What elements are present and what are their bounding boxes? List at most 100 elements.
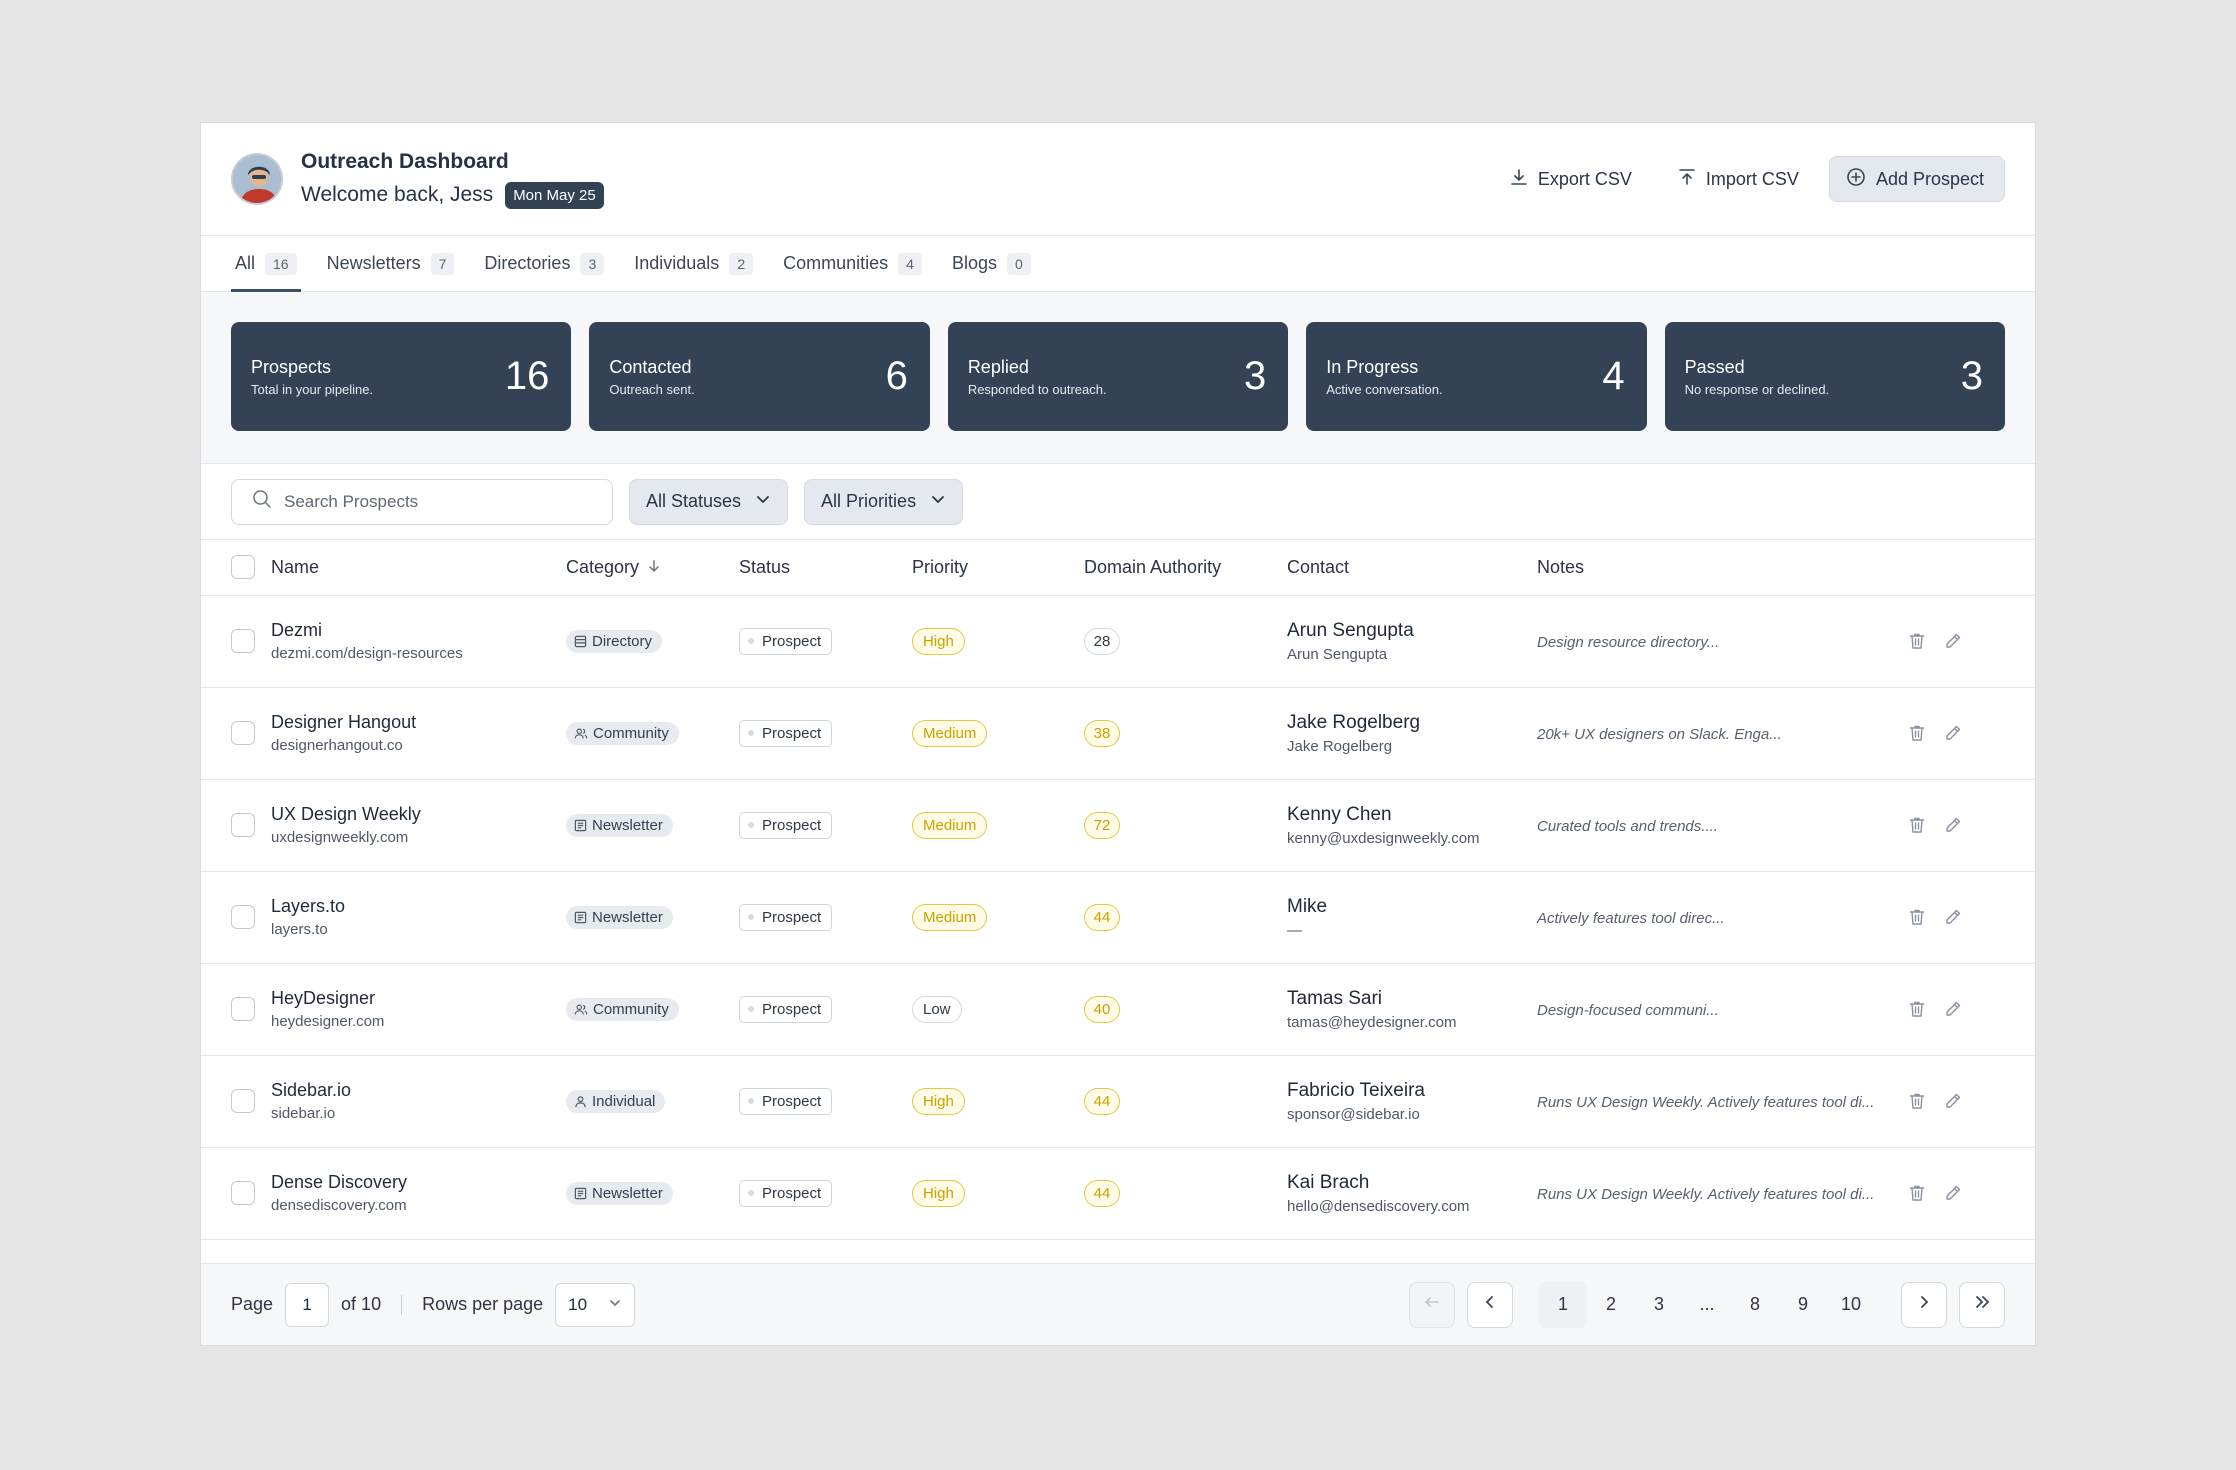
rows-per-page-select[interactable]: 10 xyxy=(555,1282,636,1327)
priority-badge[interactable]: High xyxy=(912,1179,965,1207)
status-badge[interactable]: Prospect xyxy=(739,995,833,1023)
tab-individuals[interactable]: Individuals 2 xyxy=(634,236,754,291)
page-number-button[interactable]: 1 xyxy=(1539,1281,1587,1328)
priority-badge[interactable]: Medium xyxy=(912,811,988,839)
row-checkbox[interactable] xyxy=(231,629,255,653)
trash-icon[interactable] xyxy=(1907,907,1927,927)
tab-blogs[interactable]: Blogs 0 xyxy=(952,236,1031,291)
contact-name: Jake Rogelberg xyxy=(1287,711,1421,733)
status-badge[interactable]: Prospect xyxy=(739,811,833,839)
table-row[interactable]: Dezmi dezmi.com/design-resources Directo… xyxy=(201,595,2035,688)
export-csv-button[interactable]: Export CSV xyxy=(1494,156,1648,202)
row-checkbox[interactable] xyxy=(231,997,255,1021)
first-page-button[interactable] xyxy=(1409,1281,1455,1328)
status-badge[interactable]: Prospect xyxy=(739,1087,833,1115)
table-row[interactable]: HeyDesigner heydesigner.com Community Pr… xyxy=(201,963,2035,1056)
row-checkbox[interactable] xyxy=(231,905,255,929)
edit-pencil-icon[interactable] xyxy=(1943,999,1963,1019)
priority-filter-label: All Priorities xyxy=(821,491,917,511)
prospect-name[interactable]: Designer Hangout xyxy=(271,712,417,732)
prospect-url: densediscovery.com xyxy=(271,1197,407,1214)
table-row[interactable]: Dense Discovery densediscovery.com Newsl… xyxy=(201,1147,2035,1240)
prospect-url: uxdesignweekly.com xyxy=(271,829,409,846)
table-row[interactable]: Sidebar.io sidebar.io Individual Prospec… xyxy=(201,1055,2035,1148)
edit-pencil-icon[interactable] xyxy=(1943,631,1963,651)
contact-name: Arun Sengupta xyxy=(1287,619,1414,641)
search-icon xyxy=(252,489,272,514)
status-dot-icon xyxy=(748,1006,754,1012)
table-row[interactable]: UX Design Weekly uxdesignweekly.com News… xyxy=(201,779,2035,872)
prospect-name[interactable]: HeyDesigner xyxy=(271,988,376,1008)
status-badge[interactable]: Prospect xyxy=(739,627,833,655)
page-number-button[interactable]: 2 xyxy=(1605,1294,1616,1314)
priority-badge[interactable]: Low xyxy=(912,995,962,1023)
row-checkbox[interactable] xyxy=(231,721,255,745)
row-checkbox[interactable] xyxy=(231,1089,255,1113)
column-header-domain-authority[interactable]: Domain Authority xyxy=(1084,540,1287,596)
page-number-input[interactable]: 1 xyxy=(285,1282,330,1327)
avatar[interactable] xyxy=(231,153,283,205)
welcome-text: Welcome back, Jess xyxy=(301,183,494,206)
priority-badge[interactable]: High xyxy=(912,627,965,655)
page-title: Outreach Dashboard xyxy=(301,149,509,173)
tab-newsletters[interactable]: Newsletters 7 xyxy=(327,236,455,291)
priority-badge[interactable]: Medium xyxy=(912,719,988,747)
page-number-button[interactable]: 9 xyxy=(1797,1294,1808,1314)
status-badge[interactable]: Prospect xyxy=(739,719,833,747)
prospect-name[interactable]: Dezmi xyxy=(271,620,323,640)
tab-directories[interactable]: Directories 3 xyxy=(484,236,605,291)
previous-page-button[interactable] xyxy=(1467,1281,1513,1328)
last-page-button[interactable] xyxy=(1959,1281,2005,1328)
prospect-name[interactable]: Sidebar.io xyxy=(271,1080,352,1100)
trash-icon[interactable] xyxy=(1907,723,1927,743)
table-row[interactable]: Layers.to layers.to Newsletter Prospect … xyxy=(201,871,2035,964)
prospect-name[interactable]: Dense Discovery xyxy=(271,1172,408,1192)
import-csv-button[interactable]: Import CSV xyxy=(1662,156,1815,202)
column-header-notes[interactable]: Notes xyxy=(1537,540,1907,596)
priority-badge[interactable]: High xyxy=(912,1087,965,1115)
column-header-priority[interactable]: Priority xyxy=(912,540,1084,596)
page-number-button[interactable]: 8 xyxy=(1749,1294,1760,1314)
contact-detail: Arun Sengupta xyxy=(1287,645,1388,663)
column-header-name[interactable]: Name xyxy=(271,540,566,596)
row-checkbox[interactable] xyxy=(231,1181,255,1205)
edit-pencil-icon[interactable] xyxy=(1943,1091,1963,1111)
edit-pencil-icon[interactable] xyxy=(1943,815,1963,835)
status-filter-select[interactable]: All Statuses xyxy=(629,478,789,525)
trash-icon[interactable] xyxy=(1907,1091,1927,1111)
trash-icon[interactable] xyxy=(1907,631,1927,651)
trash-icon[interactable] xyxy=(1907,1183,1927,1203)
page-number-button[interactable]: 3 xyxy=(1653,1294,1664,1314)
edit-pencil-icon[interactable] xyxy=(1943,723,1963,743)
status-badge[interactable]: Prospect xyxy=(739,1179,833,1207)
priority-badge[interactable]: Medium xyxy=(912,903,988,931)
category-label: Newsletter xyxy=(592,908,663,926)
contact-name: Kai Brach xyxy=(1287,1171,1370,1193)
table-row[interactable]: Designer Hangout designerhangout.co Comm… xyxy=(201,687,2035,780)
column-header-category[interactable]: Category xyxy=(566,540,739,596)
status-badge[interactable]: Prospect xyxy=(739,903,833,931)
stat-value: 3 xyxy=(1960,354,1984,398)
contact-name: Mike xyxy=(1287,895,1328,917)
tab-communities[interactable]: Communities 4 xyxy=(783,236,922,291)
row-checkbox[interactable] xyxy=(231,813,255,837)
page-number-button[interactable]: 10 xyxy=(1840,1294,1862,1314)
prospect-name[interactable]: Layers.to xyxy=(271,896,346,916)
next-page-button[interactable] xyxy=(1901,1281,1947,1328)
stat-card-contacted: Contacted Outreach sent. 6 xyxy=(589,322,930,431)
priority-filter-select[interactable]: All Priorities xyxy=(804,478,964,525)
select-all-checkbox[interactable] xyxy=(231,555,255,580)
column-header-status[interactable]: Status xyxy=(739,540,912,596)
add-prospect-button[interactable]: Add Prospect xyxy=(1828,156,2005,202)
filter-bar: All Statuses All Priorities xyxy=(201,464,2035,540)
edit-pencil-icon[interactable] xyxy=(1943,1183,1963,1203)
trash-icon[interactable] xyxy=(1907,815,1927,835)
edit-pencil-icon[interactable] xyxy=(1943,907,1963,927)
contact-name: Tamas Sari xyxy=(1287,987,1383,1009)
prospect-name[interactable]: UX Design Weekly xyxy=(271,804,421,824)
column-header-contact[interactable]: Contact xyxy=(1287,540,1537,596)
status-label: Prospect xyxy=(762,1092,822,1110)
tab-all[interactable]: All 16 xyxy=(231,236,301,292)
trash-icon[interactable] xyxy=(1907,999,1927,1019)
search-input[interactable] xyxy=(284,491,584,512)
